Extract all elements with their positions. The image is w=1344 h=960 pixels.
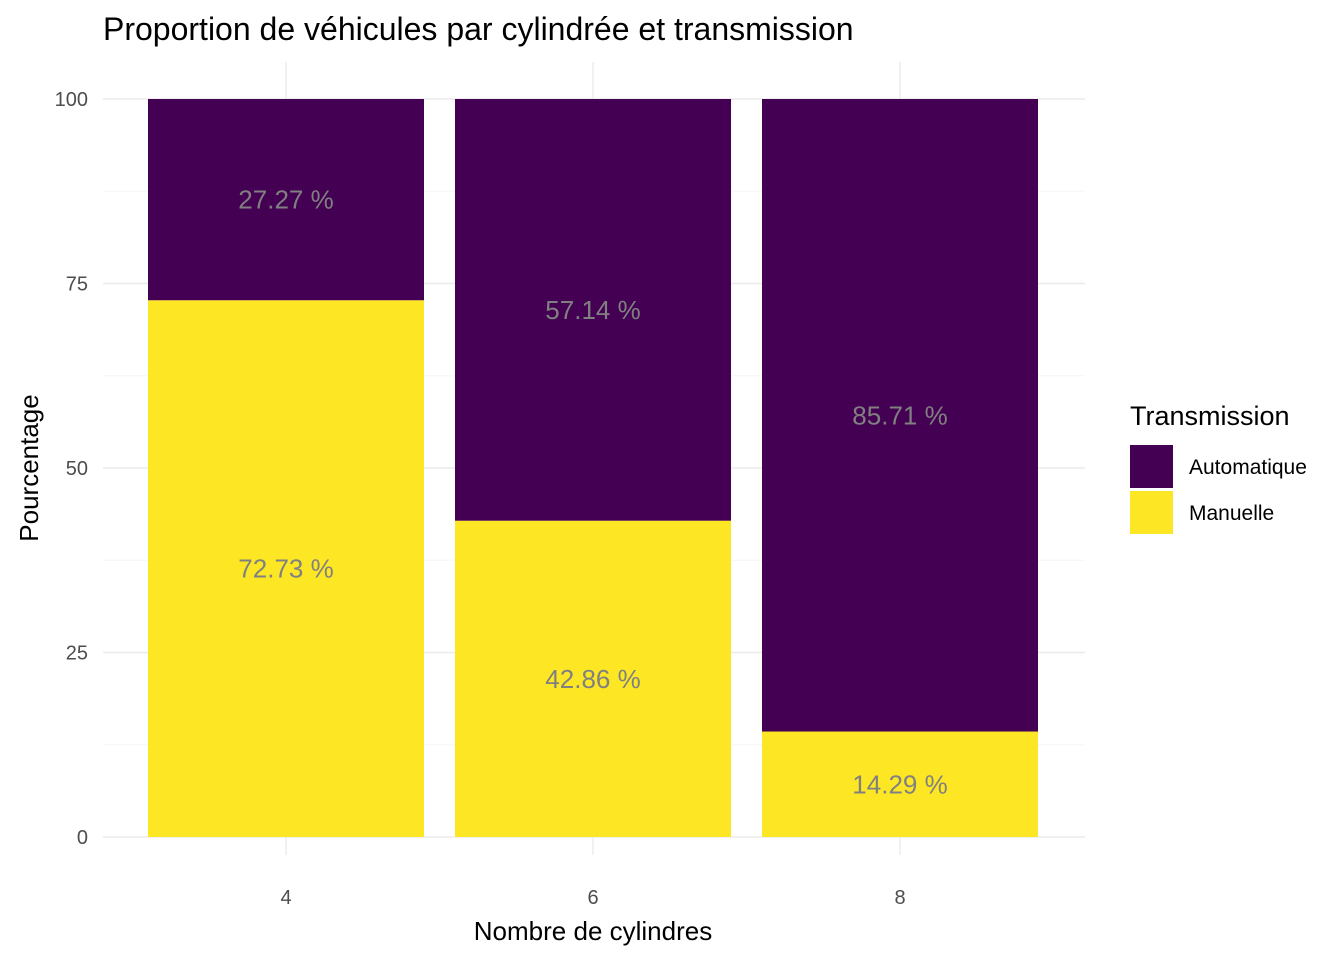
data-label: 72.73 % — [238, 554, 333, 584]
data-labels: 72.73 % 27.27 % 42.86 % 57.14 % 14.29 % 85.71… — [238, 185, 947, 800]
y-tick-label: 0 — [77, 827, 88, 849]
legend-label-automatique: Automatique — [1189, 456, 1307, 479]
legend: Transmission Automatique Manuelle — [1130, 401, 1307, 534]
bar-manuelle-4 — [148, 300, 424, 838]
bar-automatique-8 — [762, 99, 1038, 732]
legend-swatch-manuelle — [1130, 491, 1173, 534]
chart-title: Proportion de véhicules par cylindrée et… — [103, 11, 854, 47]
x-tick-label: 6 — [587, 887, 598, 909]
x-tick-label: 8 — [894, 887, 905, 909]
y-tick-label: 50 — [66, 458, 88, 480]
y-tick-label: 75 — [66, 274, 88, 296]
bars — [148, 99, 1038, 838]
x-axis-ticks: 4 6 8 — [280, 887, 905, 909]
bar-automatique-4 — [148, 99, 424, 301]
data-label: 42.86 % — [545, 664, 640, 694]
y-tick-label: 100 — [55, 89, 88, 111]
x-tick-label: 4 — [280, 887, 291, 909]
legend-title: Transmission — [1130, 401, 1290, 431]
y-axis-title: Pourcentage — [14, 394, 44, 541]
bar-manuelle-8 — [762, 731, 1038, 837]
legend-swatch-automatique — [1130, 445, 1173, 488]
legend-label-manuelle: Manuelle — [1189, 502, 1274, 525]
data-label: 14.29 % — [852, 769, 947, 799]
y-tick-label: 25 — [66, 643, 88, 665]
data-label: 27.27 % — [238, 185, 333, 215]
bar-automatique-6 — [455, 99, 731, 521]
data-label: 85.71 % — [852, 400, 947, 430]
bar-manuelle-6 — [455, 520, 731, 837]
data-label: 57.14 % — [545, 295, 640, 325]
y-axis-ticks: 0 25 50 75 100 — [55, 89, 88, 849]
x-axis-title: Nombre de cylindres — [474, 916, 712, 946]
